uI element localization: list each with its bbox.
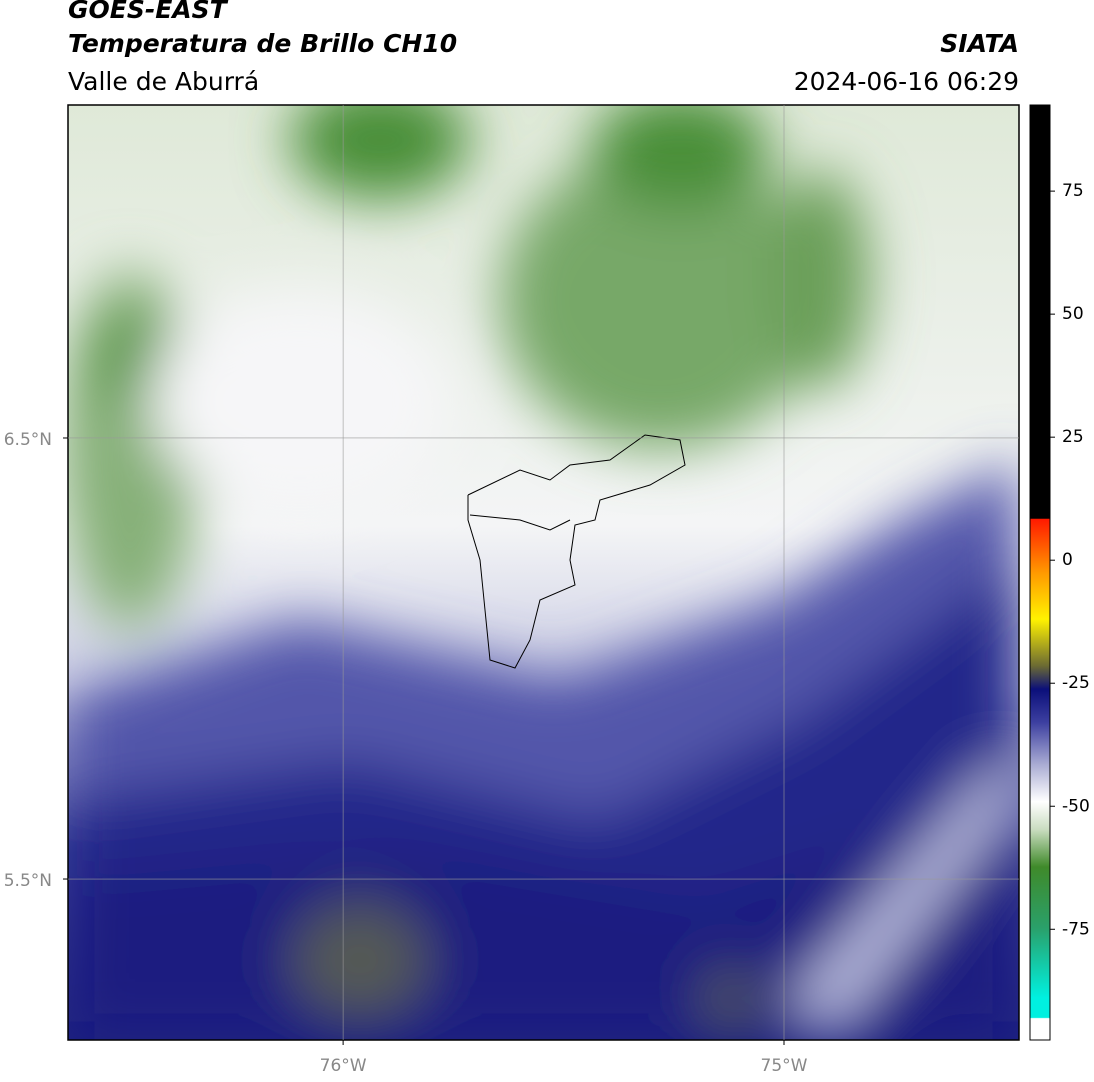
- x-tick-label: 75°W: [761, 1056, 808, 1076]
- colorbar: [1029, 104, 1051, 1041]
- colorbar-tick-label: 50: [1062, 304, 1084, 324]
- colorbar-tick-label: 0: [1062, 550, 1073, 570]
- colorbar-tick-label: 25: [1062, 427, 1084, 447]
- colorbar-tick-label: 75: [1062, 181, 1084, 201]
- region: Valle de Aburrá: [68, 67, 259, 96]
- y-tick-label: 5.5°N: [4, 871, 52, 891]
- x-tick-label: 76°W: [320, 1056, 367, 1076]
- map-frame: [67, 104, 1020, 1041]
- satellite-image: [68, 105, 1019, 1040]
- title: GOES-EAST: [68, 0, 229, 24]
- y-tick-label: 6.5°N: [4, 430, 52, 450]
- colorbar-tick-label: -75: [1062, 919, 1090, 939]
- colorbar-tick-label: -25: [1062, 673, 1090, 693]
- colorbar-tick-label: -50: [1062, 796, 1090, 816]
- source: SIATA: [940, 29, 1019, 58]
- subtitle: Temperatura de Brillo CH10: [68, 29, 457, 58]
- datetime: 2024-06-16 06:29: [794, 67, 1019, 96]
